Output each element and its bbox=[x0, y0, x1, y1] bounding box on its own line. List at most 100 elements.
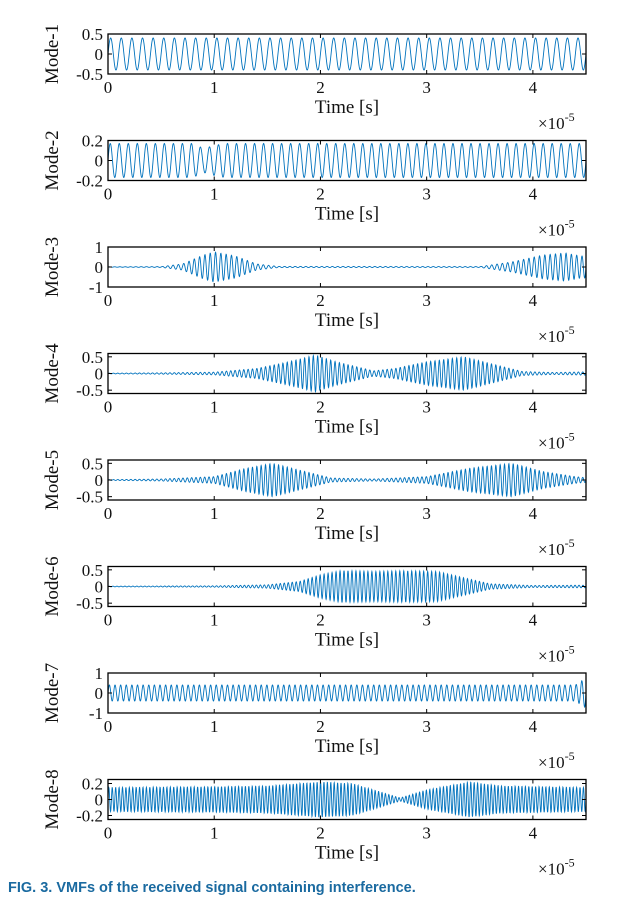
x-tick-label: 1 bbox=[210, 185, 219, 204]
x-tick-label: 4 bbox=[529, 291, 538, 310]
y-tick-label: 0 bbox=[95, 258, 104, 277]
x-tick-label: 3 bbox=[422, 611, 431, 630]
x-tick-label: 0 bbox=[104, 504, 113, 523]
x-tick-label: 2 bbox=[316, 185, 325, 204]
y-tick-label: 0.5 bbox=[82, 561, 103, 580]
mode-5-signal-line bbox=[107, 462, 587, 498]
x-exponent-label: ×10-5 bbox=[538, 749, 575, 772]
x-tick-label: 1 bbox=[210, 611, 219, 630]
x-tick-label: 4 bbox=[529, 504, 538, 523]
y-tick-label: 0 bbox=[95, 152, 104, 171]
x-tick-label: 0 bbox=[104, 185, 113, 204]
x-exponent-label: ×10-5 bbox=[538, 323, 575, 346]
y-axis-label: Mode-7 bbox=[42, 663, 63, 723]
x-tick-label: 3 bbox=[422, 185, 431, 204]
x-tick-label: 1 bbox=[210, 78, 219, 97]
x-tick-label: 3 bbox=[422, 824, 431, 843]
y-tick-label: -1 bbox=[89, 278, 103, 297]
y-tick-label: -0.2 bbox=[76, 807, 103, 826]
x-exponent-label: ×10-5 bbox=[538, 430, 575, 453]
y-tick-label: 0.5 bbox=[82, 348, 103, 367]
caption-label: FIG. 3. bbox=[8, 880, 53, 896]
x-tick-label: 2 bbox=[316, 504, 325, 523]
x-tick-label: 3 bbox=[422, 291, 431, 310]
x-exponent-label: ×10-5 bbox=[538, 217, 575, 240]
y-tick-label: 0 bbox=[95, 471, 104, 490]
x-axis-label: Time [s] bbox=[315, 97, 379, 118]
y-tick-label: 0 bbox=[95, 684, 104, 703]
x-tick-label: 2 bbox=[316, 398, 325, 417]
x-tick-label: 3 bbox=[422, 398, 431, 417]
x-tick-label: 2 bbox=[316, 611, 325, 630]
mode-6-signal-line bbox=[107, 569, 587, 605]
x-axis-label: Time [s] bbox=[315, 630, 379, 651]
mode-8-signal-line bbox=[107, 780, 587, 819]
x-axis-label: Time [s] bbox=[315, 310, 379, 331]
x-tick-label: 3 bbox=[422, 504, 431, 523]
x-tick-label: 0 bbox=[104, 611, 113, 630]
y-tick-label: 0 bbox=[95, 578, 104, 597]
mode-3-signal-line bbox=[107, 251, 587, 283]
y-tick-label: 0 bbox=[95, 45, 104, 64]
x-tick-label: 2 bbox=[316, 78, 325, 97]
x-tick-label: 4 bbox=[529, 611, 538, 630]
x-exponent-label: ×10-5 bbox=[538, 536, 575, 559]
y-axis-label: Mode-5 bbox=[42, 450, 63, 510]
y-tick-label: -0.5 bbox=[76, 594, 103, 613]
x-axis-label: Time [s] bbox=[315, 523, 379, 544]
x-tick-label: 1 bbox=[210, 504, 219, 523]
y-axis-label: Mode-3 bbox=[42, 237, 63, 297]
x-tick-label: 0 bbox=[104, 824, 113, 843]
x-tick-label: 4 bbox=[529, 398, 538, 417]
figure-caption: FIG. 3. VMFs of the received signal cont… bbox=[8, 880, 608, 896]
x-tick-label: 2 bbox=[316, 717, 325, 736]
y-tick-label: 0 bbox=[95, 365, 104, 384]
y-tick-label: 1 bbox=[95, 238, 104, 257]
x-tick-label: 4 bbox=[529, 717, 538, 736]
x-tick-label: 1 bbox=[210, 824, 219, 843]
y-axis-label: Mode-8 bbox=[42, 769, 63, 829]
x-tick-label: 1 bbox=[210, 291, 219, 310]
x-tick-label: 4 bbox=[529, 78, 538, 97]
y-tick-label: -1 bbox=[89, 704, 103, 723]
x-tick-label: 4 bbox=[529, 824, 538, 843]
x-tick-label: 3 bbox=[422, 717, 431, 736]
y-tick-label: 0 bbox=[95, 791, 104, 810]
x-tick-label: 0 bbox=[104, 78, 113, 97]
x-tick-label: 1 bbox=[210, 398, 219, 417]
y-tick-label: -0.2 bbox=[76, 172, 103, 191]
x-tick-label: 0 bbox=[104, 291, 113, 310]
mode-7-signal-line bbox=[107, 679, 587, 708]
x-tick-label: 0 bbox=[104, 717, 113, 736]
x-exponent-label: ×10-5 bbox=[538, 110, 575, 133]
y-tick-label: -0.5 bbox=[76, 65, 103, 84]
x-tick-label: 3 bbox=[422, 78, 431, 97]
y-tick-label: 0.2 bbox=[82, 132, 103, 151]
x-axis-label: Time [s] bbox=[315, 204, 379, 225]
x-exponent-label: ×10-5 bbox=[538, 856, 575, 879]
x-tick-label: 2 bbox=[316, 824, 325, 843]
y-axis-label: Mode-1 bbox=[42, 24, 63, 84]
y-axis-label: Mode-4 bbox=[42, 343, 63, 404]
x-tick-label: 2 bbox=[316, 291, 325, 310]
caption-text: VMFs of the received signal containing i… bbox=[56, 880, 416, 896]
mode-4-signal-line bbox=[107, 353, 587, 394]
y-axis-label: Mode-6 bbox=[42, 556, 63, 616]
y-tick-label: -0.5 bbox=[76, 381, 103, 400]
mode-2-signal-line bbox=[107, 142, 587, 179]
y-tick-label: 0.2 bbox=[82, 775, 103, 794]
y-tick-label: 0.5 bbox=[82, 454, 103, 473]
mode-1-signal-line bbox=[107, 37, 587, 71]
x-axis-label: Time [s] bbox=[315, 417, 379, 438]
x-axis-label: Time [s] bbox=[315, 843, 379, 864]
x-exponent-label: ×10-5 bbox=[538, 643, 575, 666]
